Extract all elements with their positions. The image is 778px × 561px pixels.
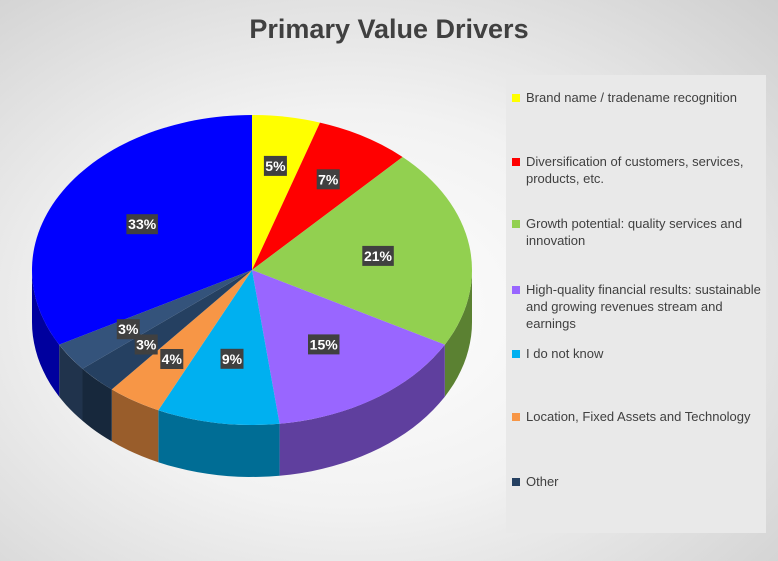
legend-item-other: Other — [512, 473, 762, 490]
data-label-brand-name-tradename-recognition: 5% — [263, 155, 287, 176]
pie-side-slice-8 — [32, 270, 60, 397]
data-label-text: 3% — [136, 337, 157, 353]
data-label-location-fixed-assets-and-technology: 4% — [160, 349, 184, 369]
data-label-text: 3% — [118, 321, 139, 337]
data-label-box — [116, 319, 140, 340]
legend-item-high-quality-financial-results-sustainab: High-quality financial results: sustaina… — [512, 281, 762, 332]
legend-label: High-quality financial results: sustaina… — [526, 282, 761, 331]
data-label-slice-8: 33% — [126, 214, 158, 235]
data-label-high-quality-financial-results-sustainab: 15% — [308, 334, 340, 355]
data-label-other: 3% — [134, 334, 158, 355]
data-label-text: 9% — [222, 351, 243, 367]
data-label-box — [134, 334, 158, 355]
pie-side-i-do-not-know — [158, 410, 280, 477]
data-label-text: 5% — [265, 158, 286, 174]
pie-slice-diversification-of-customers-services-pr — [252, 122, 403, 270]
data-label-text: 15% — [310, 336, 339, 352]
legend-swatch — [512, 286, 520, 294]
data-label-box — [220, 348, 244, 369]
legend-swatch — [512, 220, 520, 228]
data-label-box — [126, 214, 158, 235]
pie-side-location-fixed-assets-and-technology — [111, 389, 159, 463]
pie-side-growth-potential-quality-services-and-in — [444, 270, 472, 397]
pie-side-other — [82, 368, 112, 442]
legend-item-diversification-of-customers-services-pr: Diversification of customers, services, … — [512, 153, 762, 187]
legend-swatch — [512, 413, 520, 421]
data-label-box — [316, 169, 340, 190]
data-label-slice-7: 3% — [116, 319, 140, 340]
data-label-text: 7% — [318, 171, 339, 187]
pie-slice-i-do-not-know — [158, 270, 280, 426]
pie-slice-slice-7 — [59, 270, 253, 369]
legend-swatch — [512, 478, 520, 486]
data-label-diversification-of-customers-services-pr: 7% — [316, 169, 340, 190]
pie-slice-other — [82, 270, 253, 390]
legend-label: Other — [526, 474, 559, 489]
legend-label: Location, Fixed Assets and Technology — [526, 409, 751, 424]
legend-item-growth-potential-quality-services-and-in: Growth potential: quality services and i… — [512, 215, 762, 249]
legend-label: I do not know — [526, 346, 604, 361]
legend-label: Brand name / tradename recognition — [526, 90, 738, 105]
pie-slice-growth-potential-quality-services-and-in — [252, 157, 473, 345]
legend-item-location-fixed-assets-and-technology: Location, Fixed Assets and Technology — [512, 408, 762, 425]
data-label-box — [308, 334, 340, 355]
pie-side-high-quality-financial-results-sustainab — [279, 344, 445, 476]
data-label-i-do-not-know: 9% — [220, 348, 244, 369]
legend-label: Growth potential: quality services and i… — [526, 216, 743, 248]
data-label-box — [160, 349, 184, 369]
data-label-box — [362, 245, 394, 266]
pie-slice-location-fixed-assets-and-technology — [111, 270, 253, 411]
legend-swatch — [512, 158, 520, 166]
legend-label: Diversification of customers, services, … — [526, 154, 744, 186]
pie-slice-brand-name-tradename-recognition — [252, 115, 320, 270]
data-label-box — [263, 155, 287, 176]
legend: Brand name / tradename recognition Divers… — [506, 75, 766, 533]
legend-item-brand-name-tradename-recognition: Brand name / tradename recognition — [512, 89, 762, 106]
legend-item-i-do-not-know: I do not know — [512, 345, 762, 362]
data-label-text: 21% — [364, 248, 393, 264]
data-label-text: 33% — [128, 216, 157, 232]
legend-swatch — [512, 94, 520, 102]
data-label-growth-potential-quality-services-and-in: 21% — [362, 245, 394, 266]
chart-title: Primary Value Drivers — [249, 14, 529, 44]
legend-swatch — [512, 350, 520, 358]
pie-side-slice-7 — [59, 344, 83, 421]
data-label-text: 4% — [162, 351, 183, 367]
pie-slice-high-quality-financial-results-sustainab — [252, 270, 445, 424]
